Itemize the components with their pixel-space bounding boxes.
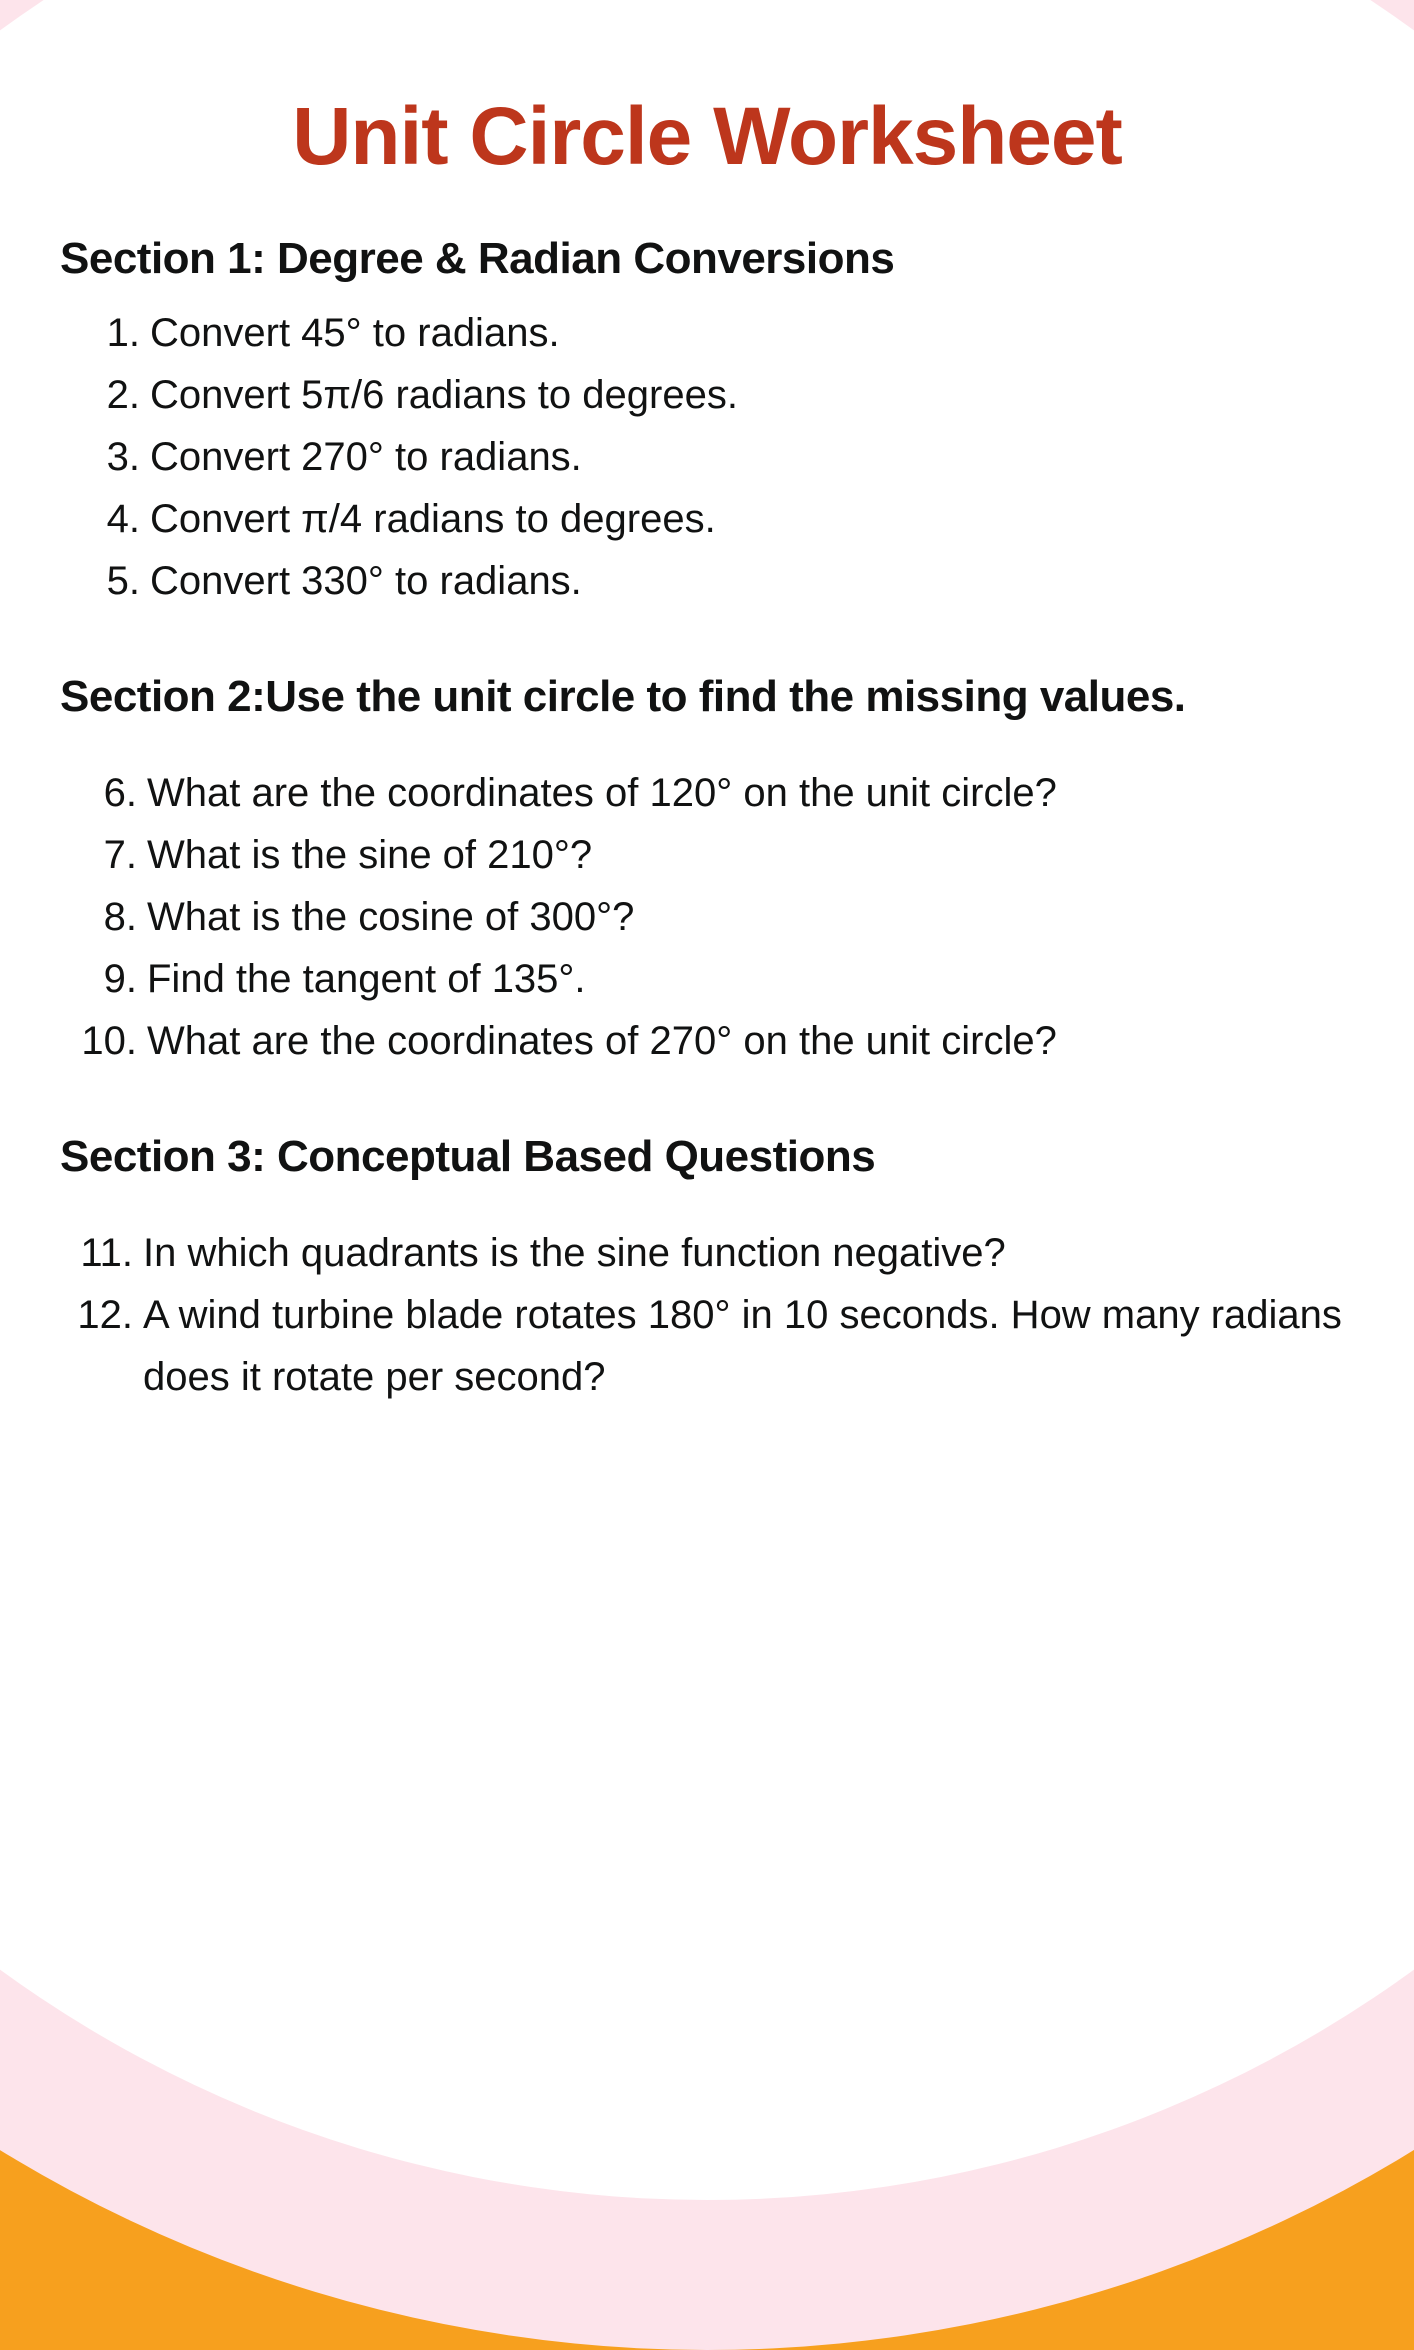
question-text: What is the cosine of 300°?	[147, 886, 1354, 948]
question-number: 1.	[80, 302, 140, 364]
question-text: In which quadrants is the sine function …	[143, 1222, 1354, 1284]
section-2-questions: 6. What are the coordinates of 120° on t…	[60, 762, 1354, 1072]
question-number: 6.	[65, 762, 137, 824]
question-number: 5.	[80, 550, 140, 612]
question-text: What is the sine of 210°?	[147, 824, 1354, 886]
section-3-questions: 11. In which quadrants is the sine funct…	[60, 1222, 1354, 1408]
question-text: A wind turbine blade rotates 180° in 10 …	[143, 1284, 1354, 1408]
question-number: 11.	[65, 1222, 133, 1284]
question-text: Find the tangent of 135°.	[147, 948, 1354, 1010]
question-text: Convert π/4 radians to degrees.	[150, 488, 1354, 550]
question-text: Convert 330° to radians.	[150, 550, 1354, 612]
question-number: 7.	[65, 824, 137, 886]
question-item: 8. What is the cosine of 300°?	[60, 886, 1354, 948]
question-text: What are the coordinates of 120° on the …	[147, 762, 1354, 824]
question-item: 11. In which quadrants is the sine funct…	[60, 1222, 1354, 1284]
question-item: 6. What are the coordinates of 120° on t…	[60, 762, 1354, 824]
question-item: 9. Find the tangent of 135°.	[60, 948, 1354, 1010]
worksheet-title: Unit Circle Worksheet	[60, 90, 1354, 184]
question-item: 1. Convert 45° to radians.	[60, 302, 1354, 364]
question-item: 7. What is the sine of 210°?	[60, 824, 1354, 886]
section-3-heading: Section 3: Conceptual Based Questions	[60, 1132, 1354, 1182]
question-number: 12.	[65, 1284, 133, 1346]
question-number: 9.	[65, 948, 137, 1010]
question-item: 2. Convert 5π/6 radians to degrees.	[60, 364, 1354, 426]
question-number: 3.	[80, 426, 140, 488]
section-2-heading: Section 2:Use the unit circle to find th…	[60, 672, 1354, 722]
section-1-questions: 1. Convert 45° to radians. 2. Convert 5π…	[60, 302, 1354, 612]
question-text: What are the coordinates of 270° on the …	[147, 1010, 1354, 1072]
question-text: Convert 45° to radians.	[150, 302, 1354, 364]
question-number: 4.	[80, 488, 140, 550]
section-1-heading: Section 1: Degree & Radian Conversions	[60, 234, 1354, 284]
worksheet-content: Unit Circle Worksheet Section 1: Degree …	[0, 0, 1414, 1408]
question-number: 2.	[80, 364, 140, 426]
question-item: 5. Convert 330° to radians.	[60, 550, 1354, 612]
question-text: Convert 5π/6 radians to degrees.	[150, 364, 1354, 426]
question-item: 4. Convert π/4 radians to degrees.	[60, 488, 1354, 550]
question-text: Convert 270° to radians.	[150, 426, 1354, 488]
question-number: 10.	[65, 1010, 137, 1072]
question-number: 8.	[65, 886, 137, 948]
question-item: 3. Convert 270° to radians.	[60, 426, 1354, 488]
question-item: 12. A wind turbine blade rotates 180° in…	[60, 1284, 1354, 1408]
question-item: 10. What are the coordinates of 270° on …	[60, 1010, 1354, 1072]
